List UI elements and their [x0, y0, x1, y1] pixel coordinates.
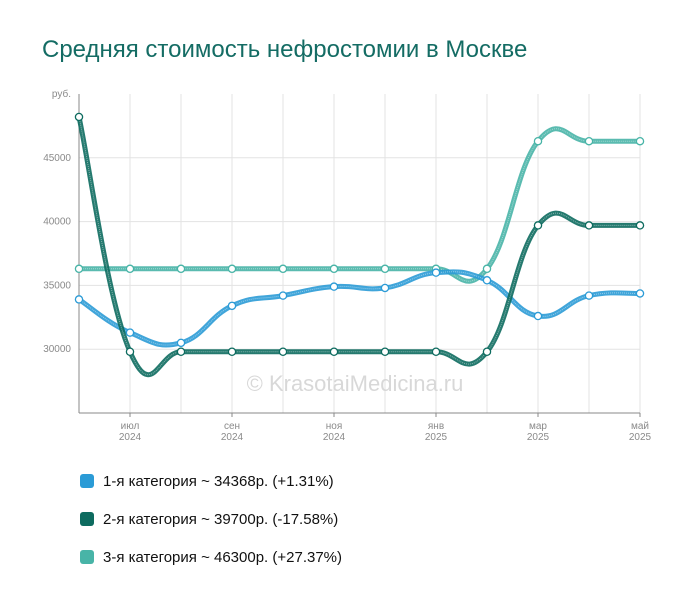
series-point-1: [482, 276, 492, 285]
series-point-2: [227, 347, 237, 357]
x-tick-label-month: май: [631, 421, 649, 432]
x-tick-label-year: 2025: [527, 432, 550, 443]
series-line-2: [76, 114, 643, 378]
legend-item-2[interactable]: 2-я категория ~ 39700р. (-17.58%): [80, 500, 342, 538]
series-point-1: [176, 338, 186, 348]
series-point-3: [125, 264, 135, 274]
legend-swatch-2: [80, 512, 94, 526]
series-line-3: [76, 126, 643, 284]
legend-swatch-3: [80, 550, 94, 564]
series-point-2: [176, 347, 186, 357]
series-point-2: [482, 347, 492, 357]
series-point-3: [278, 264, 288, 274]
x-tick-label-month: июл: [121, 421, 140, 432]
series-point-2: [584, 221, 594, 230]
series-point-2: [533, 221, 543, 230]
series-point-2: [635, 221, 645, 230]
series-point-3: [74, 264, 84, 274]
series-line-highlight-3: [78, 128, 640, 282]
series-point-3: [584, 136, 594, 146]
legend-item-1[interactable]: 1-я категория ~ 34368р. (+1.31%): [80, 462, 342, 500]
series-point-1: [227, 301, 237, 311]
series-point-3: [329, 264, 339, 274]
series-line-highlight-1: [78, 271, 641, 346]
series-point-2: [431, 347, 441, 357]
legend: 1-я категория ~ 34368р. (+1.31%) 2-я кат…: [80, 462, 342, 576]
y-tick-label: 40000: [43, 217, 71, 228]
series-point-3: [380, 264, 390, 274]
series-point-2: [74, 112, 84, 122]
y-tick-label: 45000: [43, 153, 71, 164]
chart-title: Средняя стоимость нефростомии в Москве: [42, 36, 528, 63]
x-tick-label-year: 2024: [119, 432, 142, 443]
legend-label-3: 3-я категория ~ 46300р. (+27.37%): [103, 548, 343, 566]
series-point-2: [278, 347, 288, 357]
series-point-1: [584, 291, 594, 300]
x-tick-label-year: 2025: [425, 432, 448, 443]
series-point-1: [635, 289, 645, 298]
x-tick-label-month: сен: [224, 421, 240, 432]
x-tick-label-month: мар: [529, 421, 547, 432]
series-line-highlight-2: [78, 116, 640, 376]
legend-swatch-1: [80, 474, 94, 488]
y-tick-label: 30000: [43, 344, 71, 355]
x-tick-label-year: 2024: [323, 432, 346, 443]
series-point-2: [329, 347, 339, 357]
series-point-2: [125, 347, 135, 357]
legend-item-3[interactable]: 3-я категория ~ 46300р. (+27.37%): [80, 538, 342, 576]
y-axis-label: руб.: [52, 88, 71, 100]
series-point-2: [380, 347, 390, 357]
watermark-text: © KrasotaiMedicina.ru: [247, 371, 464, 396]
series-point-3: [176, 264, 186, 274]
series-line-1: [76, 269, 643, 348]
series-point-1: [125, 328, 135, 337]
series-point-3: [533, 136, 543, 146]
series-point-3: [482, 264, 492, 274]
series-point-1: [533, 311, 543, 321]
x-tick-label-month: янв: [428, 421, 444, 432]
series-point-1: [431, 268, 441, 277]
x-tick-label-month: ноя: [326, 421, 343, 432]
x-tick-label-year: 2024: [221, 432, 244, 443]
y-tick-label: 35000: [43, 280, 71, 291]
series-point-3: [227, 264, 237, 274]
legend-label-2: 2-я категория ~ 39700р. (-17.58%): [103, 510, 339, 528]
series-point-3: [635, 136, 645, 146]
series-point-1: [74, 295, 84, 304]
series-point-1: [380, 283, 390, 293]
series-point-1: [278, 291, 288, 300]
legend-label-1: 1-я категория ~ 34368р. (+1.31%): [103, 472, 334, 490]
series-point-1: [329, 282, 339, 291]
x-tick-label-year: 2025: [629, 432, 652, 443]
